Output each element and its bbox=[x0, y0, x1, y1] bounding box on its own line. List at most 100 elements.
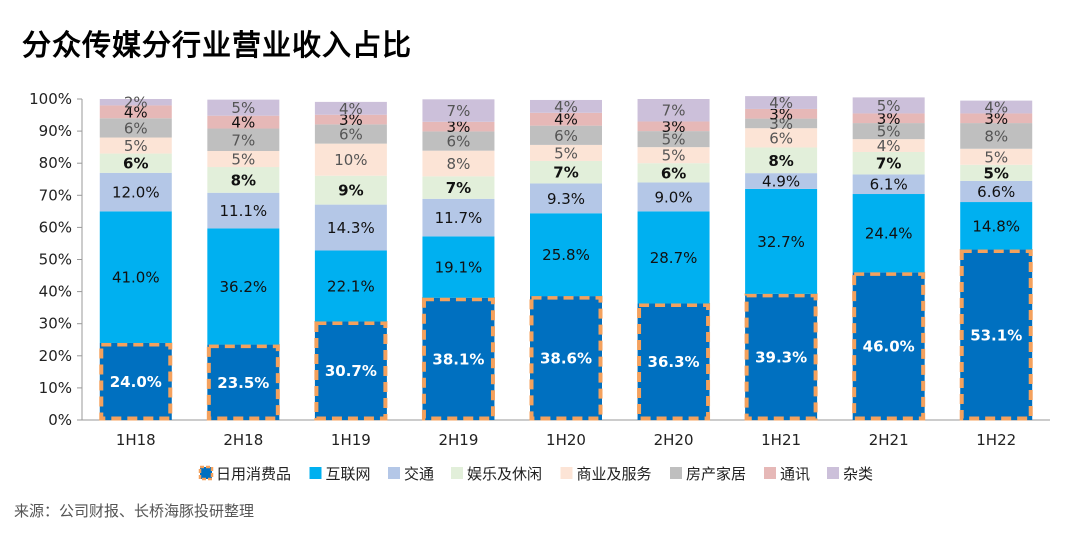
bar-segment bbox=[960, 148, 1033, 165]
chart-title: 分众传媒分行业营业收入占比 bbox=[22, 28, 413, 62]
data-label: 4% bbox=[877, 137, 901, 155]
y-tick-label: 90% bbox=[39, 122, 72, 140]
legend-label: 房产家居 bbox=[686, 465, 746, 483]
data-label: 5% bbox=[231, 99, 255, 117]
data-label: 4% bbox=[124, 103, 148, 121]
legend-item: 娱乐及休闲 bbox=[451, 465, 542, 483]
data-label: 9% bbox=[338, 182, 363, 200]
bar-segment bbox=[637, 131, 710, 148]
highlight-border bbox=[744, 293, 818, 421]
data-label: 7% bbox=[447, 102, 471, 120]
bar-segment bbox=[852, 123, 925, 140]
legend-swatch bbox=[764, 467, 776, 479]
bar-segment bbox=[314, 204, 387, 251]
bar-segment bbox=[530, 112, 602, 126]
y-tick-label: 10% bbox=[39, 379, 72, 397]
data-label: 5% bbox=[877, 123, 901, 141]
data-label: 7% bbox=[231, 131, 255, 149]
legend-item: 日用消费品 bbox=[198, 465, 291, 483]
legend-swatch bbox=[670, 467, 682, 479]
legend-item: 通讯 bbox=[764, 465, 810, 483]
bar-segment bbox=[852, 272, 925, 420]
bar-segment bbox=[99, 105, 172, 119]
data-label: 28.7% bbox=[650, 249, 698, 267]
x-tick-label: 1H22 bbox=[976, 431, 1016, 449]
bar-segment bbox=[314, 114, 387, 125]
data-label: 4% bbox=[769, 94, 793, 112]
bar-segment bbox=[745, 118, 818, 129]
data-label: 5% bbox=[554, 144, 578, 162]
data-label: 5% bbox=[984, 148, 1008, 166]
bar-segment bbox=[530, 296, 602, 420]
legend-label: 交通 bbox=[404, 465, 434, 483]
legend-item: 房产家居 bbox=[670, 465, 746, 483]
highlight-border bbox=[637, 302, 711, 421]
data-label: 4% bbox=[984, 99, 1008, 117]
data-label: 7% bbox=[553, 164, 578, 182]
bar-segment bbox=[314, 124, 387, 144]
data-label: 6% bbox=[447, 133, 471, 151]
data-label: 46.0% bbox=[863, 338, 915, 356]
y-tick-label: 100% bbox=[29, 90, 72, 108]
bar-segment bbox=[960, 180, 1033, 203]
highlight-border bbox=[529, 295, 603, 421]
highlight-border bbox=[959, 249, 1033, 421]
data-label: 14.8% bbox=[972, 217, 1020, 235]
legend-label: 娱乐及休闲 bbox=[467, 465, 542, 483]
bar-segment bbox=[314, 321, 387, 420]
legend-label: 杂类 bbox=[843, 465, 873, 483]
bar-segment bbox=[852, 113, 925, 124]
data-label: 10% bbox=[334, 151, 367, 169]
bar-segment bbox=[852, 151, 925, 175]
legend-swatch bbox=[198, 465, 214, 481]
x-tick-label: 2H18 bbox=[223, 431, 263, 449]
legend-swatch bbox=[560, 467, 573, 479]
data-label: 3% bbox=[447, 118, 471, 136]
bar-segment bbox=[99, 172, 172, 212]
data-label: 36.3% bbox=[648, 353, 700, 371]
data-label: 7% bbox=[446, 179, 471, 197]
data-label: 3% bbox=[769, 115, 793, 133]
data-label: 41.0% bbox=[112, 269, 160, 287]
bar-segment bbox=[207, 151, 280, 168]
data-label: 7% bbox=[876, 155, 901, 173]
highlight-border bbox=[421, 297, 495, 421]
data-label: 5% bbox=[983, 164, 1008, 182]
bar-segment bbox=[207, 344, 280, 420]
legend-swatch bbox=[451, 467, 463, 479]
bar-segment bbox=[745, 147, 818, 174]
x-tick-label: 2H21 bbox=[869, 431, 909, 449]
legend-item: 互联网 bbox=[309, 465, 371, 483]
data-label: 53.1% bbox=[970, 326, 1022, 344]
bar-segment bbox=[745, 173, 818, 189]
bar-segment bbox=[314, 250, 387, 322]
data-label: 38.6% bbox=[540, 350, 592, 368]
bar-segment bbox=[99, 342, 172, 420]
bar-segment bbox=[422, 297, 495, 420]
x-tick-label: 1H20 bbox=[546, 431, 586, 449]
bar-segment bbox=[99, 153, 172, 173]
y-tick-label: 20% bbox=[39, 347, 72, 365]
data-label: 6% bbox=[124, 119, 148, 137]
data-label: 19.1% bbox=[435, 259, 483, 277]
highlight-border bbox=[99, 342, 173, 421]
data-label: 11.1% bbox=[220, 202, 268, 220]
data-label: 6.6% bbox=[977, 183, 1015, 201]
bar-segment bbox=[99, 99, 172, 106]
data-label: 6% bbox=[339, 125, 363, 143]
data-label: 8% bbox=[231, 171, 256, 189]
data-label: 8% bbox=[447, 155, 471, 173]
data-label: 4% bbox=[554, 98, 578, 116]
data-label: 39.3% bbox=[755, 348, 807, 366]
bar-segment bbox=[960, 164, 1033, 181]
data-label: 30.7% bbox=[325, 362, 377, 380]
data-label: 9.0% bbox=[655, 188, 693, 206]
data-label: 6% bbox=[554, 127, 578, 145]
bar-segment bbox=[745, 108, 818, 119]
data-label: 22.1% bbox=[327, 277, 375, 295]
y-tick-label: 60% bbox=[39, 218, 72, 236]
bar-segment bbox=[745, 293, 818, 420]
data-label: 3% bbox=[984, 110, 1008, 128]
data-label: 2% bbox=[124, 94, 148, 112]
